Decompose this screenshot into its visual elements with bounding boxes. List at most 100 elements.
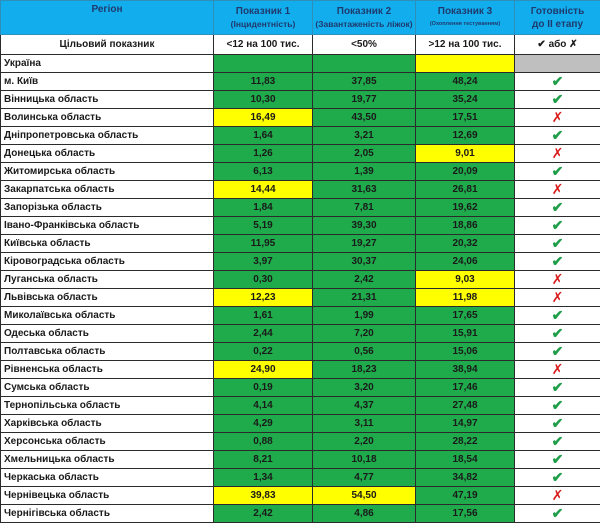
header-indicator-2-sub: (Завантаженість ліжок) xyxy=(313,18,415,31)
check-icon: ✔ xyxy=(552,397,564,413)
readiness-cell xyxy=(515,55,600,73)
indicator-1-value xyxy=(214,55,313,73)
cross-icon: ✗ xyxy=(552,289,564,305)
indicator-1-value: 39,83 xyxy=(214,487,313,505)
indicator-2-value: 37,85 xyxy=(313,73,416,91)
readiness-cell: ✗ xyxy=(515,487,600,505)
readiness-cell: ✗ xyxy=(515,145,600,163)
region-name: Івано-Франківська область xyxy=(1,217,214,235)
target-row: Цільовий показник <12 на 100 тис. <50% >… xyxy=(1,35,600,55)
header-row: Регіон Показник 1(Інцидентність) Показни… xyxy=(1,1,600,35)
indicator-2-value: 2,05 xyxy=(313,145,416,163)
indicator-2-value: 4,77 xyxy=(313,469,416,487)
indicator-3-value: 34,82 xyxy=(416,469,515,487)
readiness-cell: ✔ xyxy=(515,73,600,91)
header-indicator-1: Показник 1(Інцидентність) xyxy=(214,1,313,35)
indicator-3-value: 9,03 xyxy=(416,271,515,289)
indicator-2-value: 43,50 xyxy=(313,109,416,127)
indicator-2-value: 30,37 xyxy=(313,253,416,271)
indicator-3-value: 12,69 xyxy=(416,127,515,145)
check-icon: ✔ xyxy=(552,469,564,485)
region-name: Чернівецька область xyxy=(1,487,214,505)
indicator-1-value: 1,84 xyxy=(214,199,313,217)
check-icon: ✔ xyxy=(552,199,564,215)
header-readiness-line2: до ІІ етапу xyxy=(515,18,600,31)
region-name: Україна xyxy=(1,55,214,73)
indicator-1-value: 1,26 xyxy=(214,145,313,163)
indicator-1-value: 2,44 xyxy=(214,325,313,343)
cross-icon: ✗ xyxy=(552,361,564,377)
region-name: Тернопільська область xyxy=(1,397,214,415)
indicator-1-value: 1,61 xyxy=(214,307,313,325)
indicator-3-value: 20,32 xyxy=(416,235,515,253)
region-name: Рівненська область xyxy=(1,361,214,379)
region-name: Харківська область xyxy=(1,415,214,433)
check-icon: ✔ xyxy=(552,433,564,449)
indicator-2-value: 2,20 xyxy=(313,433,416,451)
indicator-3-value: 18,86 xyxy=(416,217,515,235)
cross-icon: ✗ xyxy=(552,487,564,503)
indicator-1-value: 11,83 xyxy=(214,73,313,91)
indicator-1-value: 4,14 xyxy=(214,397,313,415)
region-name: Житомирська область xyxy=(1,163,214,181)
indicator-3-value: 17,65 xyxy=(416,307,515,325)
indicator-2-value: 3,21 xyxy=(313,127,416,145)
indicator-1-value: 8,21 xyxy=(214,451,313,469)
check-icon: ✔ xyxy=(552,415,564,431)
indicator-2-value: 2,42 xyxy=(313,271,416,289)
indicator-1-value: 6,13 xyxy=(214,163,313,181)
cross-icon: ✗ xyxy=(552,271,564,287)
indicator-2-value: 7,20 xyxy=(313,325,416,343)
indicator-2-value: 54,50 xyxy=(313,487,416,505)
indicator-1-value: 2,42 xyxy=(214,505,313,523)
indicator-3-value: 17,46 xyxy=(416,379,515,397)
indicator-1-value: 5,19 xyxy=(214,217,313,235)
readiness-cell: ✔ xyxy=(515,235,600,253)
indicator-2-value: 0,56 xyxy=(313,343,416,361)
region-name: Кіровоградська область xyxy=(1,253,214,271)
check-icon: ✔ xyxy=(552,217,564,233)
target-indicator-2: <50% xyxy=(313,35,416,55)
indicator-1-value: 0,30 xyxy=(214,271,313,289)
readiness-cell: ✔ xyxy=(515,433,600,451)
indicator-2-value: 21,31 xyxy=(313,289,416,307)
region-name: м. Київ xyxy=(1,73,214,91)
header-indicator-1-title: Показник 1 xyxy=(214,5,312,18)
indicator-2-value: 4,37 xyxy=(313,397,416,415)
indicator-2-value: 3,11 xyxy=(313,415,416,433)
readiness-cell: ✔ xyxy=(515,217,600,235)
check-icon: ✔ xyxy=(552,379,564,395)
indicator-3-value: 28,22 xyxy=(416,433,515,451)
header-indicator-3-sub: (Охоплення тестуванням) xyxy=(416,18,514,31)
indicator-2-value: 4,86 xyxy=(313,505,416,523)
region-name: Хмельницька область xyxy=(1,451,214,469)
cross-icon: ✗ xyxy=(552,109,564,125)
readiness-cell: ✔ xyxy=(515,469,600,487)
check-icon: ✔ xyxy=(552,163,564,179)
indicator-3-value: 15,91 xyxy=(416,325,515,343)
indicator-1-value: 4,29 xyxy=(214,415,313,433)
check-icon: ✔ xyxy=(552,235,564,251)
readiness-cell: ✗ xyxy=(515,109,600,127)
region-name: Одеська область xyxy=(1,325,214,343)
indicator-3-value: 20,09 xyxy=(416,163,515,181)
cross-icon: ✗ xyxy=(552,181,564,197)
indicator-1-value: 16,49 xyxy=(214,109,313,127)
region-name: Волинська область xyxy=(1,109,214,127)
indicator-2-value: 39,30 xyxy=(313,217,416,235)
